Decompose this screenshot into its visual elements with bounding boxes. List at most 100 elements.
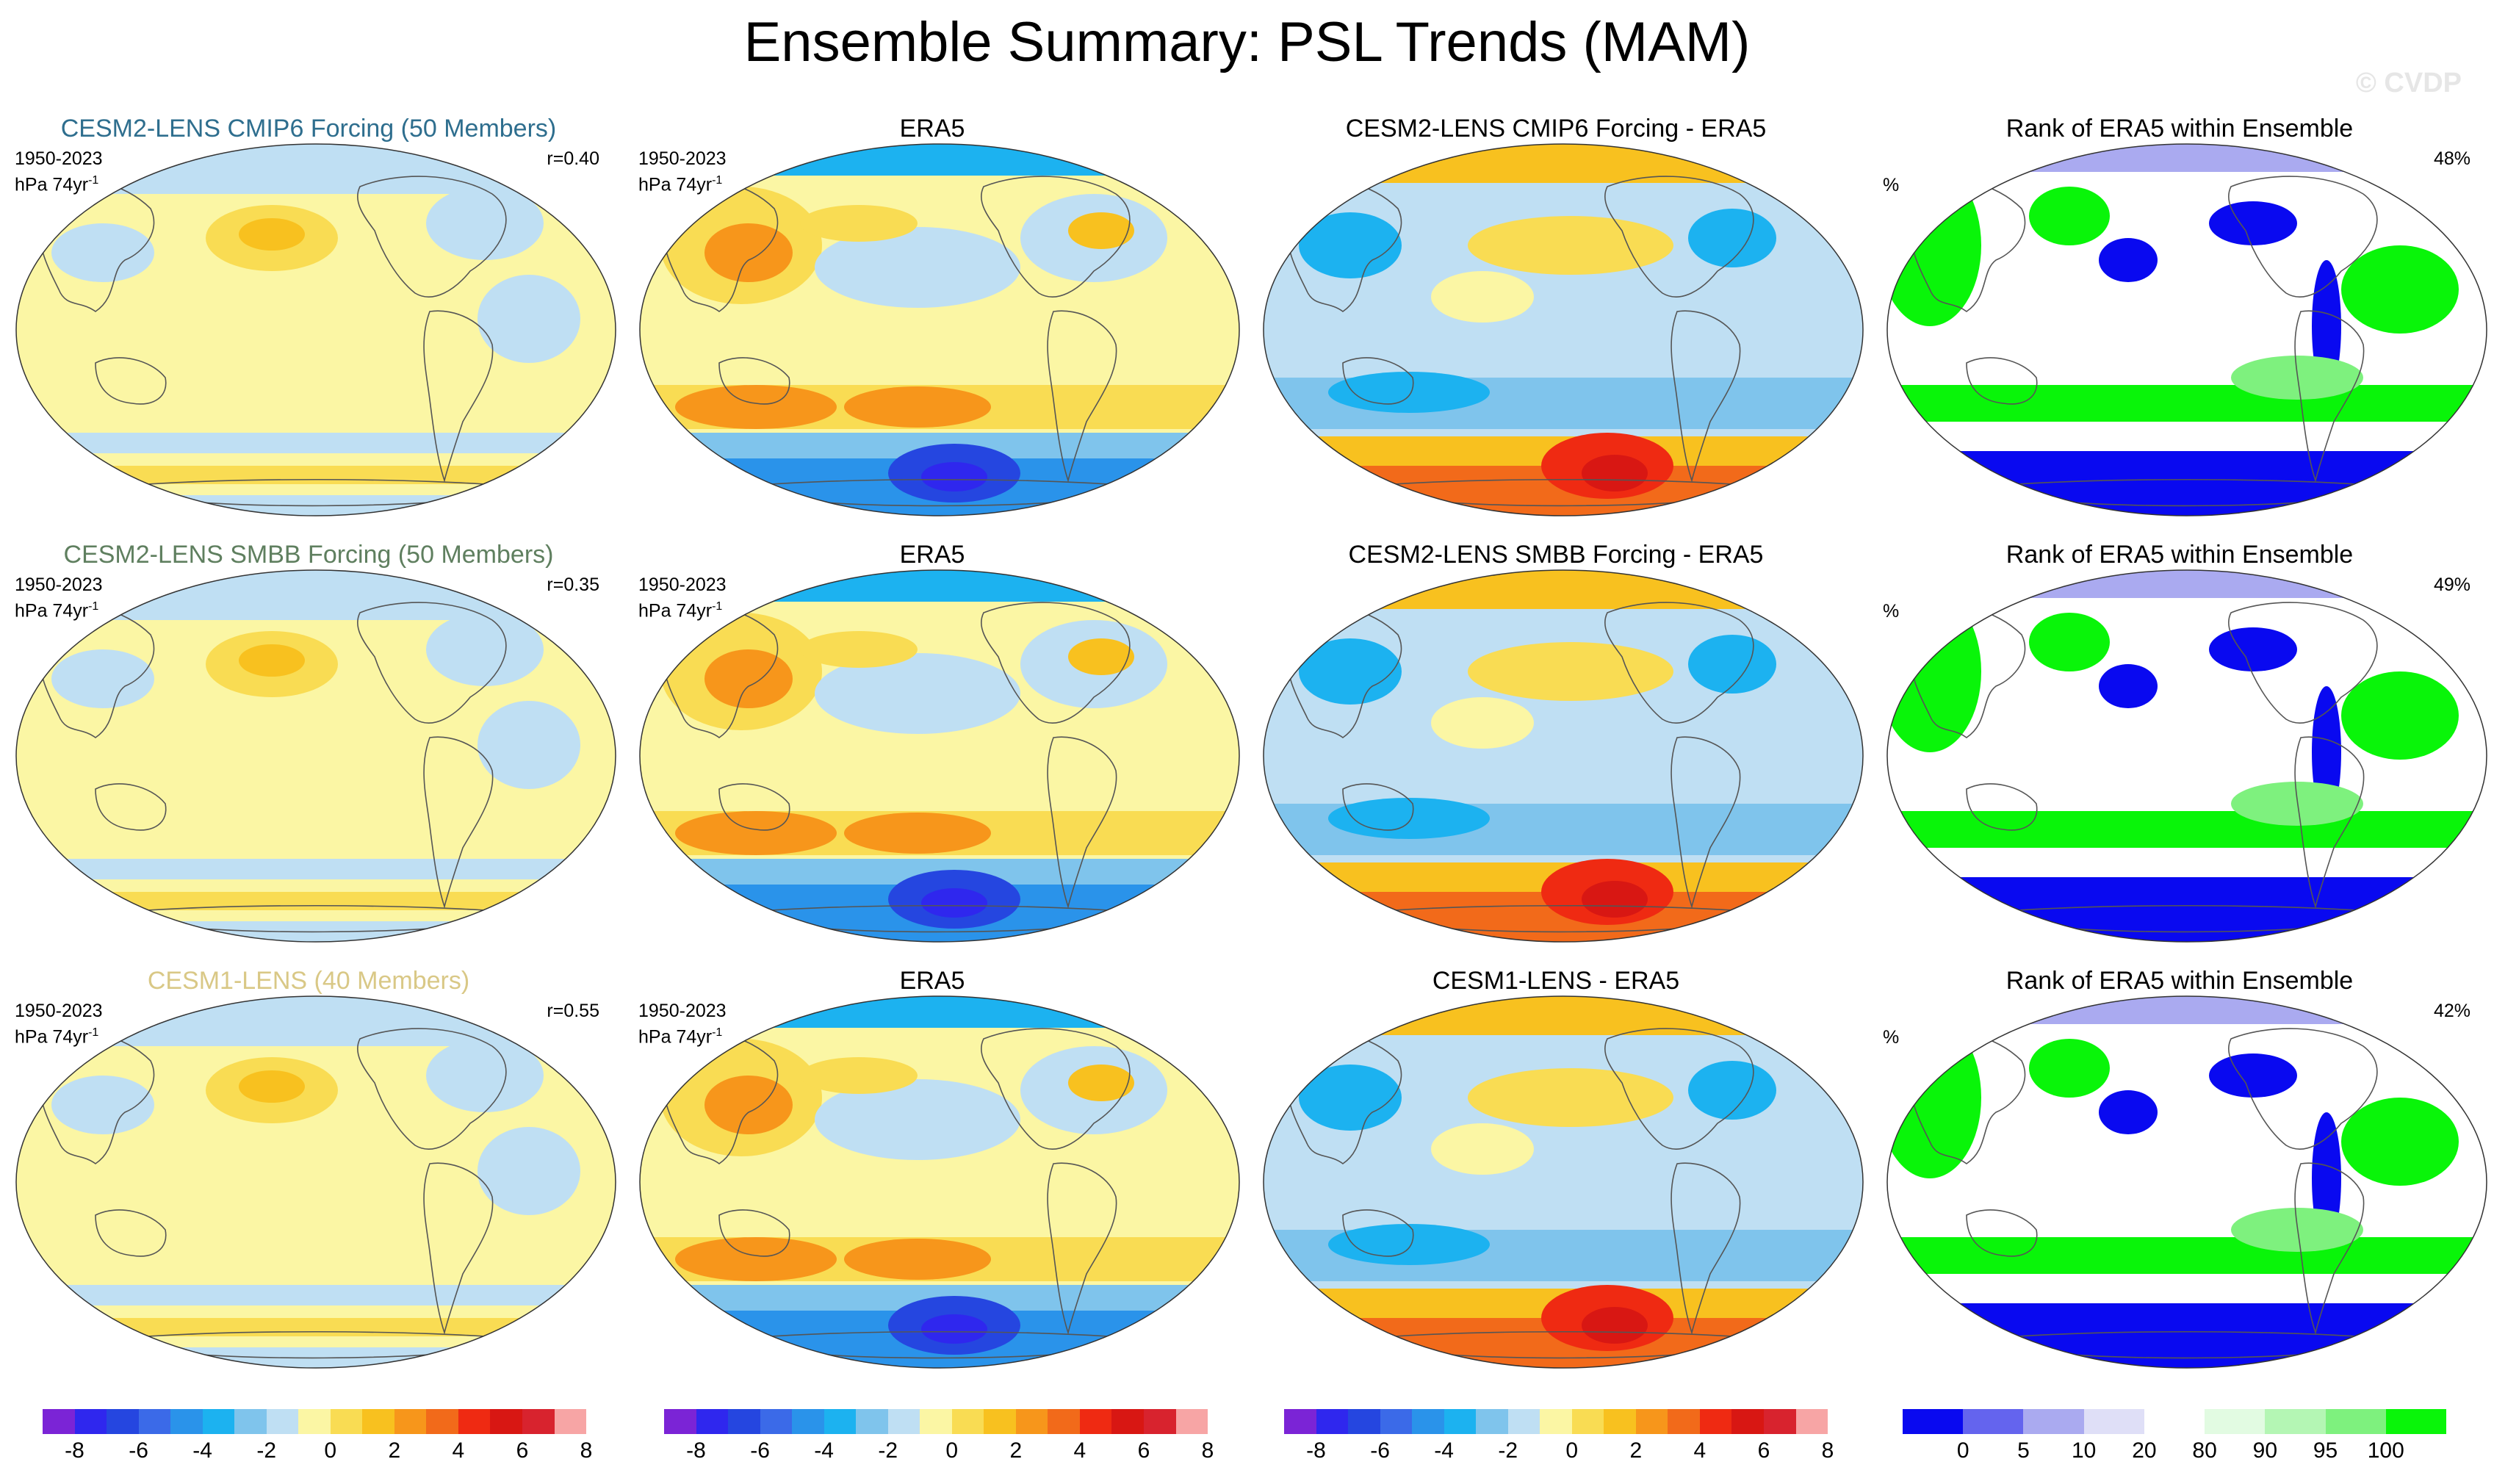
trend-contour	[640, 570, 1239, 602]
rank-contour	[1887, 144, 2487, 172]
colorbar-swatch	[2385, 1409, 2446, 1434]
colorbar-tick-label: -4	[814, 1438, 834, 1463]
colorbar-swatch	[522, 1409, 555, 1434]
panel-title: CESM2-LENS CMIP6 Forcing (50 Members)	[60, 115, 557, 143]
colorbar-tick-label: 4	[452, 1438, 465, 1463]
colorbar-swatch	[426, 1409, 458, 1434]
colorbar-swatch	[856, 1409, 888, 1434]
trend-contour	[1431, 271, 1534, 323]
colorbar-swatch	[1444, 1409, 1477, 1434]
colorbar-tick-label: 4	[1073, 1438, 1086, 1463]
page-title: Ensemble Summary: PSL Trends (MAM)	[743, 11, 1751, 73]
rank-contour	[2099, 1090, 2158, 1134]
obs-panel: ERA5 1950-2023 hPa 74yr-1	[624, 962, 1241, 1374]
colorbar-tick-label: 6	[516, 1438, 529, 1463]
map-outline	[1263, 995, 1864, 1369]
rank-colorbar: 0 5 10 20 80 90 95 100	[1903, 1409, 2446, 1463]
trend-contour	[800, 631, 918, 668]
colorbar-tick-label: 5	[2017, 1438, 2030, 1463]
rank-map	[1886, 995, 2487, 1369]
rank-contour	[1887, 1237, 2487, 1274]
rank-panel: Rank of ERA5 within Ensemble% 48%	[1871, 110, 2488, 522]
colorbar-tick-label: 8	[1821, 1438, 1834, 1463]
colorbar-swatch	[951, 1409, 984, 1434]
colorbar-swatch	[696, 1409, 729, 1434]
trend-contour	[16, 433, 616, 453]
diff-map	[1263, 569, 1864, 943]
trend-contour	[1582, 881, 1648, 918]
colorbar-swatch	[202, 1409, 235, 1434]
trend-period-units: 1950-2023 hPa 74yr-1	[638, 1001, 727, 1048]
trend-contour	[640, 996, 1239, 1028]
colorbar-swatch	[490, 1409, 522, 1434]
obs-panel: ERA5 1950-2023 hPa 74yr-1	[624, 110, 1241, 522]
rank-contour	[2099, 238, 2158, 282]
rank-contour	[2231, 1208, 2363, 1252]
trend-contour	[704, 223, 793, 282]
trend-contour	[16, 144, 616, 194]
trend-contour	[1264, 570, 1863, 609]
trend-contour	[1688, 635, 1776, 694]
rank-contour	[2231, 782, 2363, 826]
rank-contour	[1887, 570, 2487, 598]
rank-contour	[2029, 187, 2110, 245]
rank-contour	[2209, 201, 2297, 245]
colorbar-tick-label: -6	[129, 1438, 148, 1463]
colorbar-tick-label: 8	[580, 1438, 593, 1463]
colorbar-swatch	[1668, 1409, 1700, 1434]
colorbar-swatch	[1731, 1409, 1764, 1434]
panel-title: Rank of ERA5 within Ensemble	[2005, 541, 2354, 569]
colorbar-swatch	[984, 1409, 1016, 1434]
colorbar-swatch	[920, 1409, 952, 1434]
colorbar-swatch	[1540, 1409, 1572, 1434]
colorbar-swatch	[234, 1409, 267, 1434]
trend-contour	[815, 653, 1020, 734]
trend-contour	[1068, 638, 1134, 675]
colorbar-swatch	[1048, 1409, 1080, 1434]
colorbar-tick-label: -2	[1498, 1438, 1518, 1463]
map-outline	[15, 569, 616, 943]
map-outline	[1263, 569, 1864, 943]
colorbar-swatch	[823, 1409, 857, 1434]
diff-panel: CESM2-LENS CMIP6 Forcing - ERA5	[1247, 110, 1864, 522]
colorbar-tick-label: 20	[2132, 1438, 2157, 1463]
trend-contour	[1468, 642, 1673, 701]
colorbar-tick-label: -4	[192, 1438, 212, 1463]
rank-map	[1886, 569, 2487, 943]
trend-contour	[1688, 1061, 1776, 1120]
diff-map	[1263, 995, 1864, 1369]
trend-contour	[640, 144, 1239, 176]
trend-contour	[921, 462, 987, 491]
trend-contour	[16, 892, 616, 910]
colorbar-swatch	[1316, 1409, 1349, 1434]
trend-contour	[16, 466, 616, 484]
colorbar-swatch	[362, 1409, 394, 1434]
colorbar-tick-label: 6	[1137, 1438, 1150, 1463]
rank-percentage: 49%	[2433, 574, 2470, 595]
trend-contour	[51, 223, 154, 282]
colorbar-swatch	[1015, 1409, 1048, 1434]
rank-contour	[2029, 613, 2110, 671]
colorbar-tick-label: -8	[1306, 1438, 1326, 1463]
colorbar-tick-label: -6	[750, 1438, 770, 1463]
panel-title: CESM1-LENS - ERA5	[1432, 967, 1680, 995]
colorbar-tick-label: -8	[65, 1438, 84, 1463]
percent-unit: %	[1883, 601, 1900, 622]
map-outline	[639, 143, 1240, 516]
colorbar-swatch	[792, 1409, 824, 1434]
colorbar-swatch	[1507, 1409, 1540, 1434]
colorbar-swatch	[1175, 1409, 1208, 1434]
trend-contour	[239, 1070, 305, 1103]
panel-title: ERA5	[899, 115, 965, 143]
map-outline	[15, 995, 616, 1369]
trend-contour	[1328, 1224, 1490, 1265]
colorbar-swatch	[1079, 1409, 1112, 1434]
obs-map	[639, 569, 1240, 943]
trend-contour	[704, 1076, 793, 1134]
trend-contour	[477, 275, 580, 363]
colorbar-swatch	[43, 1409, 75, 1434]
panel-title: CESM2-LENS SMBB Forcing - ERA5	[1348, 541, 1764, 569]
trend-contour	[1582, 455, 1648, 491]
colorbar-swatch	[1604, 1409, 1636, 1434]
panel-title: CESM2-LENS SMBB Forcing (50 Members)	[63, 541, 554, 569]
